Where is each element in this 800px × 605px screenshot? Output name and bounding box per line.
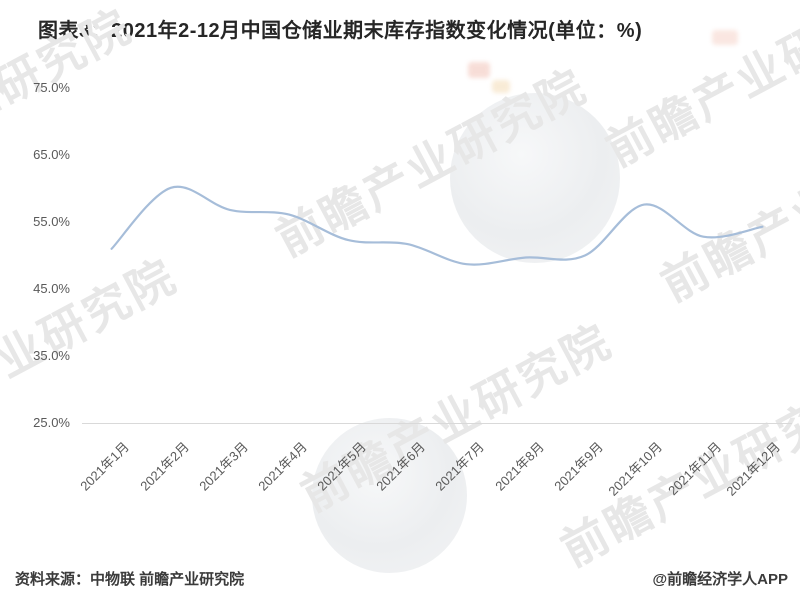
watermark-globe-icon [450,93,620,263]
x-axis-line [82,423,792,424]
watermark-logo-mark [492,80,510,93]
chart-title: 图表3：2021年2-12月中国仓储业期末库存指数变化情况(单位：%) [38,20,643,42]
watermark-logo-mark [468,62,490,78]
watermark-logo-mark [712,30,738,45]
y-tick-label: 45.0% [33,281,70,296]
y-tick-label: 75.0% [33,80,70,95]
source-note: 资料来源：中物联 前瞻产业研究院 [15,571,245,588]
y-tick-label: 65.0% [33,147,70,162]
y-tick-label: 55.0% [33,214,70,229]
watermark-globe-icon [312,418,467,573]
series-line-inventory-index [110,185,764,266]
credit-note: @前瞻经济学人APP [652,571,788,588]
y-tick-label: 35.0% [33,348,70,363]
y-tick-label: 25.0% [33,415,70,430]
